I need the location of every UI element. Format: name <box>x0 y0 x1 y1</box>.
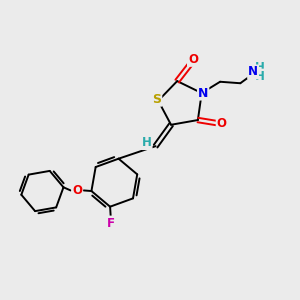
Text: O: O <box>72 184 82 197</box>
Text: N: N <box>248 65 258 78</box>
Text: F: F <box>107 217 115 230</box>
Text: N: N <box>198 86 208 100</box>
Text: H: H <box>142 136 152 149</box>
Text: H: H <box>255 70 265 83</box>
Text: H: H <box>255 61 265 74</box>
Text: O: O <box>188 53 198 66</box>
Text: O: O <box>217 116 227 130</box>
Text: S: S <box>152 93 161 106</box>
